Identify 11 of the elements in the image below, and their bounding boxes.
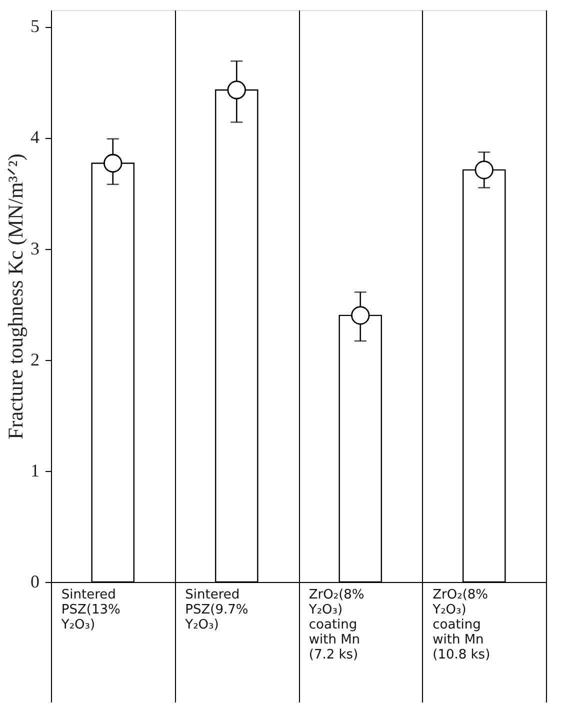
y-tick-label: 3 xyxy=(30,238,40,258)
x-tick-label: ZrO₂(8% Y₂O₃) coating with Mn (10.8 ks) xyxy=(432,588,490,662)
y-tick-label: 5 xyxy=(30,16,40,36)
y-tick-label: 2 xyxy=(30,349,40,370)
x-tick-label: Sintered PSZ(9.7% Y₂O₃) xyxy=(184,588,248,632)
x-tick-label: Sintered PSZ(13% Y₂O₃) xyxy=(60,588,120,632)
y-tick-label: 4 xyxy=(30,127,40,148)
y-tick-label: 0 xyxy=(30,572,40,592)
y-axis-title: Fracture toughness Kc (MN/m³ᐟ²) xyxy=(4,154,28,440)
x-tick-label: ZrO₂(8% Y₂O₃) coating with Mn (7.2 ks) xyxy=(308,588,364,662)
y-tick-label: 1 xyxy=(30,460,40,480)
